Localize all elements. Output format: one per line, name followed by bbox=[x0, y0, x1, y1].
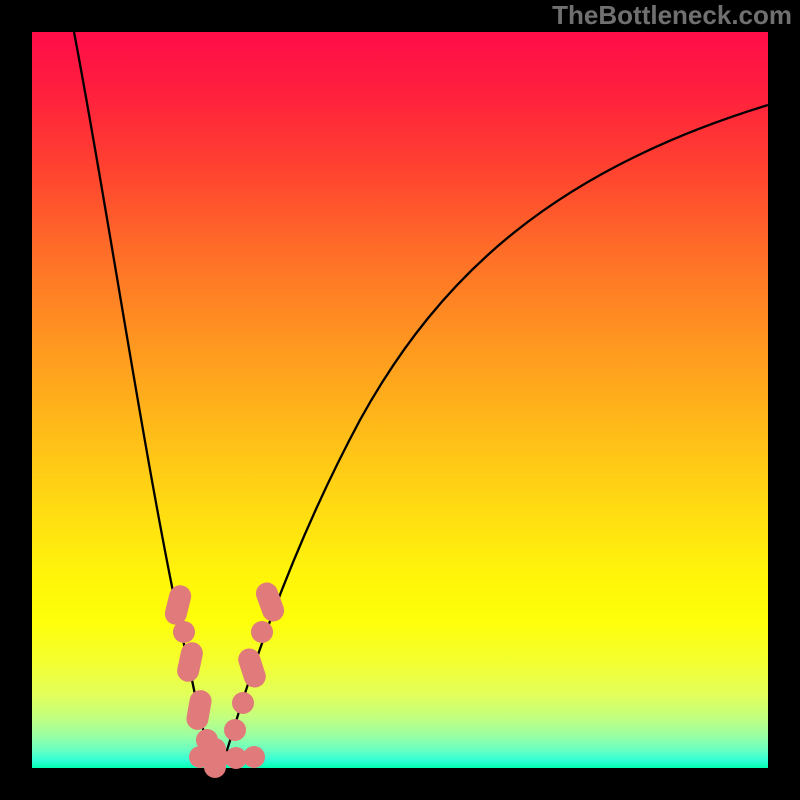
chart-svg bbox=[0, 0, 800, 800]
marker-dot bbox=[224, 719, 246, 741]
plot-background bbox=[32, 32, 768, 768]
marker-dot bbox=[251, 621, 273, 643]
marker-dot bbox=[243, 746, 265, 768]
canvas: TheBottleneck.com bbox=[0, 0, 800, 800]
marker-dot bbox=[232, 692, 254, 714]
marker-dot bbox=[173, 621, 195, 643]
watermark-text: TheBottleneck.com bbox=[552, 0, 792, 31]
